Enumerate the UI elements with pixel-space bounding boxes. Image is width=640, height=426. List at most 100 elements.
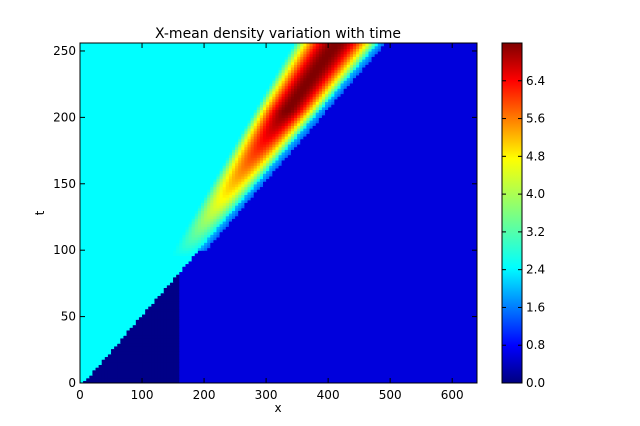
heatmap-cell xyxy=(340,348,345,352)
heatmap-cell xyxy=(349,377,354,381)
heatmap-cell xyxy=(470,361,475,366)
heatmap-cell xyxy=(312,343,317,347)
heatmap-cell xyxy=(334,340,339,344)
heatmap-cell xyxy=(343,345,348,350)
heatmap-cell xyxy=(325,332,329,336)
heatmap-cell xyxy=(352,364,357,368)
heatmap-cell xyxy=(126,367,131,371)
heatmap-cell xyxy=(436,353,441,358)
heatmap-cell xyxy=(430,353,435,358)
heatmap-cell xyxy=(427,337,432,342)
heatmap-cell xyxy=(213,375,218,379)
heatmap-cell xyxy=(142,340,146,344)
heatmap-cell xyxy=(371,332,376,336)
heatmap-cell xyxy=(442,343,447,347)
heatmap-cell xyxy=(405,372,410,376)
heatmap-cell xyxy=(238,364,242,368)
heatmap-cell xyxy=(176,369,180,373)
heatmap-cell xyxy=(380,359,385,363)
heatmap-cell xyxy=(439,375,444,379)
heatmap-cell xyxy=(256,380,261,383)
heatmap-cell xyxy=(374,343,379,347)
heatmap-cell xyxy=(325,351,329,355)
heatmap-cell xyxy=(138,329,143,334)
heatmap-cell xyxy=(275,377,280,381)
heatmap-cell xyxy=(262,375,267,379)
heatmap-cell xyxy=(325,337,329,342)
heatmap-cell xyxy=(244,345,249,350)
heatmap-cell xyxy=(89,337,93,342)
heatmap-cell xyxy=(80,367,84,371)
heatmap-cell xyxy=(117,367,121,371)
heatmap-cell xyxy=(371,372,376,376)
heatmap-cell xyxy=(104,359,109,363)
heatmap-cell xyxy=(467,335,472,339)
heatmap-cell xyxy=(315,351,320,355)
heatmap-cell xyxy=(275,359,280,363)
heatmap-cell xyxy=(179,359,183,363)
heatmap-cell xyxy=(95,348,100,352)
heatmap-cell xyxy=(390,377,394,381)
heatmap-cell xyxy=(349,364,354,368)
heatmap-cell xyxy=(346,367,351,371)
heatmap-cell xyxy=(349,356,354,360)
heatmap-cell xyxy=(111,332,115,336)
heatmap-cell xyxy=(331,377,335,381)
heatmap-cell xyxy=(179,361,183,366)
heatmap-cell xyxy=(148,335,152,339)
heatmap-cell xyxy=(300,356,304,360)
heatmap-cell xyxy=(408,353,413,358)
heatmap-cell xyxy=(424,359,428,363)
heatmap-cell xyxy=(433,343,438,347)
heatmap-cell xyxy=(349,361,354,366)
heatmap-cell xyxy=(231,364,236,368)
heatmap-cell xyxy=(169,364,174,368)
heatmap-cell xyxy=(294,377,298,381)
heatmap-cell xyxy=(294,337,298,342)
heatmap-cell xyxy=(346,372,351,376)
heatmap-cell xyxy=(309,351,314,355)
heatmap-cell xyxy=(383,351,388,355)
heatmap-cell xyxy=(455,340,459,344)
heatmap-cell xyxy=(473,377,477,381)
heatmap-cell xyxy=(114,359,118,363)
heatmap-cell xyxy=(86,351,90,355)
heatmap-cell xyxy=(179,377,183,381)
heatmap-cell xyxy=(387,380,391,383)
heatmap-cell xyxy=(278,335,283,339)
heatmap-cell xyxy=(414,369,419,373)
heatmap-cell xyxy=(321,335,326,339)
heatmap-cell xyxy=(414,356,419,360)
heatmap-cell xyxy=(160,364,165,368)
heatmap-cell xyxy=(204,335,208,339)
heatmap-cell xyxy=(111,345,115,350)
heatmap-cell xyxy=(114,345,118,350)
heatmap-cell xyxy=(318,372,323,376)
heatmap-cell xyxy=(337,375,342,379)
heatmap-cell xyxy=(300,335,304,339)
heatmap-cell xyxy=(383,375,388,379)
heatmap-cell xyxy=(297,348,301,352)
heatmap-cell xyxy=(238,348,242,352)
heatmap-cell xyxy=(356,356,360,360)
heatmap-cell xyxy=(458,351,463,355)
heatmap-cell xyxy=(166,332,171,336)
heatmap-cell xyxy=(290,335,295,339)
heatmap-cell xyxy=(120,329,125,334)
heatmap-cell xyxy=(163,337,168,342)
heatmap-cell xyxy=(191,351,196,355)
heatmap-cell xyxy=(414,332,419,336)
heatmap-cell xyxy=(138,335,143,339)
heatmap-cell xyxy=(393,353,397,358)
heatmap-cell xyxy=(334,361,339,366)
heatmap-cell xyxy=(210,372,214,376)
heatmap-cell xyxy=(439,340,444,344)
heatmap-cell xyxy=(281,364,286,368)
heatmap-cell xyxy=(306,361,311,366)
heatmap-cell xyxy=(80,364,84,368)
heatmap-cell xyxy=(160,332,165,336)
heatmap-cell xyxy=(231,340,236,344)
heatmap-cell xyxy=(470,380,475,383)
heatmap-cell xyxy=(436,377,441,381)
heatmap-cell xyxy=(452,377,456,381)
